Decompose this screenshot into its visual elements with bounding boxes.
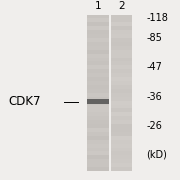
Text: -26: -26 [146,121,162,131]
Bar [87,116,109,120]
Bar [111,73,132,77]
Bar [111,167,132,171]
Bar [111,26,132,30]
Bar [87,163,109,167]
Bar [111,89,132,93]
Bar [87,18,109,22]
Bar [87,105,109,109]
Bar [87,26,109,30]
Bar [111,22,132,26]
Text: -118: -118 [146,13,168,23]
Bar [111,46,132,50]
Bar [111,116,132,120]
Bar [87,108,109,112]
Bar [111,93,132,97]
Bar [111,124,132,128]
Bar [111,151,132,156]
Text: 2: 2 [118,1,125,12]
Bar [87,151,109,156]
Bar [87,128,109,132]
Bar [87,46,109,50]
Bar [111,30,132,34]
Bar [87,54,109,58]
Text: -85: -85 [146,33,162,43]
Bar [111,105,132,109]
Bar [87,112,109,116]
Bar [87,148,109,152]
Bar [87,140,109,144]
Bar [87,77,109,81]
Bar [111,120,132,124]
Bar [111,101,132,105]
Bar [87,38,109,42]
Bar [111,58,132,62]
Bar [87,58,109,62]
Text: 1: 1 [95,1,101,12]
Bar [111,18,132,22]
Bar [87,62,109,66]
Bar [111,54,132,58]
Bar [111,15,132,19]
Bar [111,85,132,89]
Bar [111,140,132,144]
Bar [87,167,109,171]
Bar [87,124,109,128]
Bar [111,155,132,159]
Bar [111,77,132,81]
Bar [111,38,132,42]
Bar [87,97,109,101]
Bar [111,128,132,132]
Bar [111,132,132,136]
Bar [87,65,109,69]
Bar [111,65,132,69]
Text: -36: -36 [146,92,162,102]
Bar [111,108,132,112]
Bar [87,22,109,26]
Bar [87,69,109,73]
Bar [87,144,109,148]
Bar [87,81,109,85]
Bar [111,97,132,101]
Bar [87,99,109,104]
Bar [111,81,132,85]
Bar [111,42,132,46]
Bar [111,34,132,38]
Bar [87,120,109,124]
Bar [87,132,109,136]
Bar [111,136,132,140]
Bar [111,112,132,116]
Bar [87,136,109,140]
Bar [87,73,109,77]
Bar [111,159,132,163]
Bar [111,163,132,167]
Bar [87,42,109,46]
Text: CDK7: CDK7 [8,95,41,108]
Bar [87,101,109,105]
Text: (kD): (kD) [146,150,167,160]
Bar [87,30,109,34]
Bar [87,89,109,93]
Bar [87,50,109,54]
Bar [111,50,132,54]
Bar [87,93,109,97]
Bar [111,69,132,73]
Bar [111,144,132,148]
Text: -47: -47 [146,62,162,72]
Bar [111,148,132,152]
Bar [87,85,109,89]
Bar [87,155,109,159]
Bar [87,34,109,38]
Bar [111,62,132,66]
Bar [87,159,109,163]
Bar [87,15,109,19]
